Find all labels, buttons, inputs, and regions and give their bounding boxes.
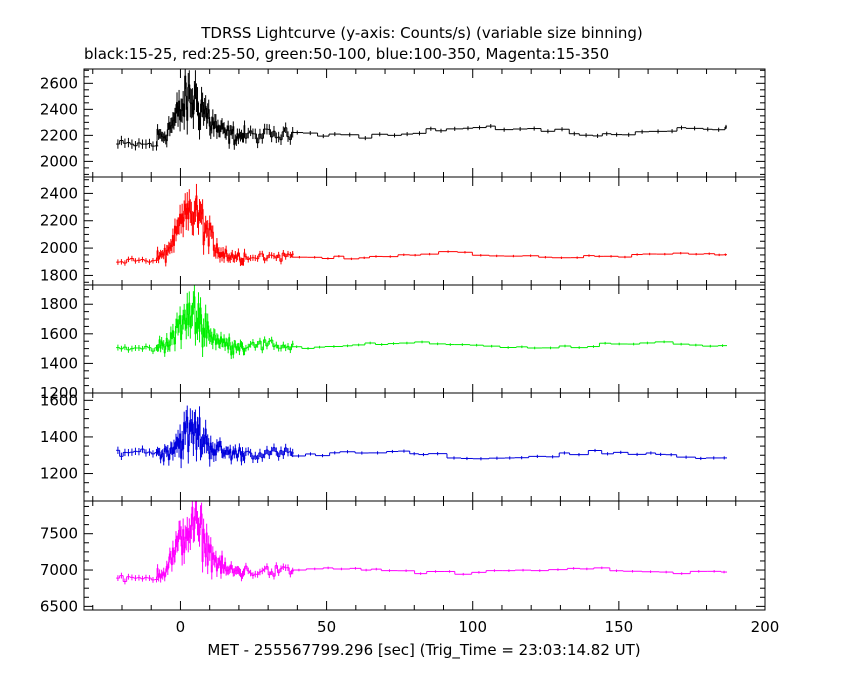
chart-title: TDRSS Lightcurve (y-axis: Counts/s) (var… xyxy=(200,24,643,42)
x-axis-label: MET - 255567799.296 [sec] (Trig_Time = 2… xyxy=(207,641,640,660)
panel-data-50-100 xyxy=(116,285,728,360)
panel-25-50: 1800 2000 2200 2400 xyxy=(40,176,766,286)
y-tick-label: 1800 xyxy=(40,295,78,313)
y-tick-label: 2400 xyxy=(40,100,78,118)
y-tick-label: 7000 xyxy=(40,561,78,579)
y-tick-label: 1600 xyxy=(40,325,78,343)
x-tick-label: 50 xyxy=(317,618,336,636)
panel-data-100-350 xyxy=(116,405,728,469)
y-tick-label: 7500 xyxy=(40,525,78,543)
chart-subtitle: black:15-25, red:25-50, green:50-100, bl… xyxy=(84,45,609,63)
y-tick-label: 2600 xyxy=(40,74,78,92)
y-tick-label: 1400 xyxy=(40,354,78,372)
panel-15-25: 2000 2200 2400 2600 xyxy=(40,68,766,178)
x-tick-label: 100 xyxy=(458,618,487,636)
panel-frame xyxy=(83,500,766,611)
y-tick-label: 2200 xyxy=(40,126,78,144)
x-tick-label: 150 xyxy=(605,618,634,636)
panel-15-350: 6500 7000 7500 xyxy=(40,500,766,615)
y-tick-label: 2200 xyxy=(40,212,78,230)
x-tick-label: 0 xyxy=(176,618,186,636)
panel-50-100: 1200 1400 1600 1800 xyxy=(40,284,766,402)
panels-layer: 2000220024002600180020002200240012001400… xyxy=(40,68,780,636)
y-tick-label: 2000 xyxy=(40,152,78,170)
y-tick-label: 1200 xyxy=(40,465,78,483)
panel-data-15-350 xyxy=(116,501,728,585)
x-tick-label: 200 xyxy=(751,618,780,636)
y-tick-label: 1200 xyxy=(40,384,78,402)
panel-frame xyxy=(83,176,766,286)
y-tick-label: 6500 xyxy=(40,597,78,615)
panel-data-25-50 xyxy=(116,183,728,267)
panel-data-15-25 xyxy=(116,69,728,151)
y-tick-label: 2400 xyxy=(40,184,78,202)
panel-frame xyxy=(83,392,766,502)
y-tick-label: 2000 xyxy=(40,239,78,257)
y-tick-label: 1600 xyxy=(40,391,78,409)
y-tick-label: 1400 xyxy=(40,428,78,446)
y-tick-label: 1800 xyxy=(40,266,78,284)
panel-100-350: 1200 1400 1600 xyxy=(40,391,766,502)
